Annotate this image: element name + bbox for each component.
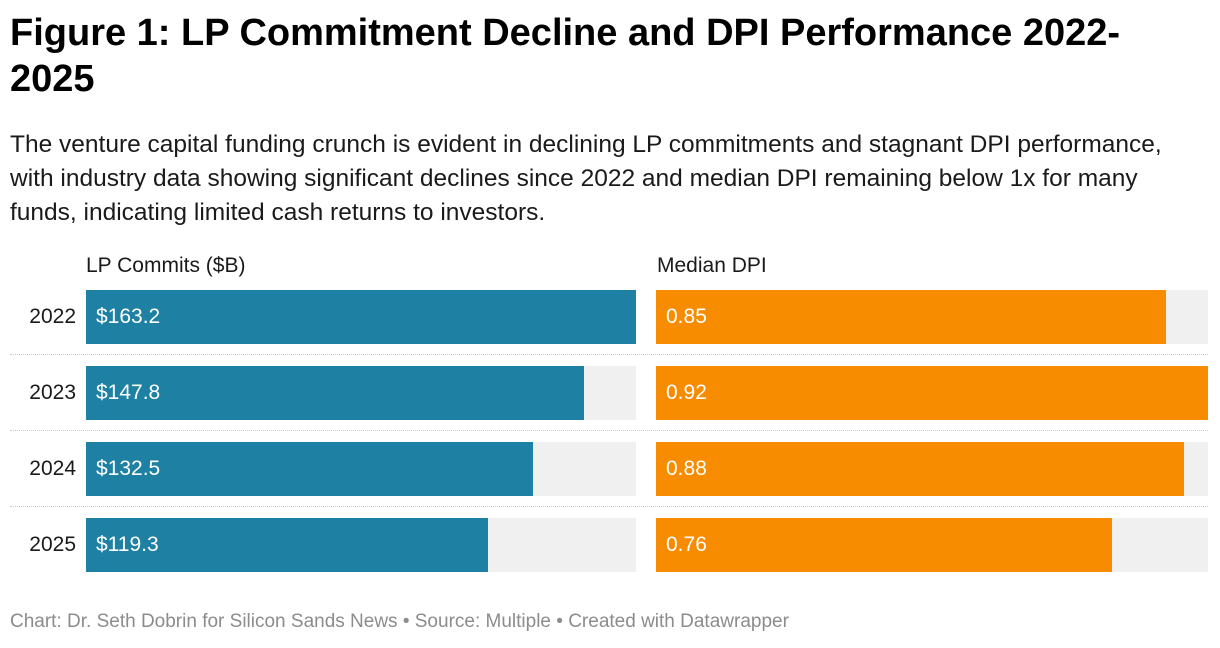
median-dpi-value-label-2025: 0.76 <box>666 533 707 556</box>
lp-commits-value-label-2025: $119.3 <box>96 533 159 556</box>
row-label-2022: 2022 <box>29 305 76 328</box>
median-dpi-value-label-2022: 0.85 <box>666 305 707 328</box>
median-dpi-track-2022: 0.85 <box>656 290 1208 344</box>
lp-commits-track-2022: $163.2 <box>86 290 636 344</box>
lp-commits-value-label-2023: $147.8 <box>96 381 161 404</box>
median-dpi-track-2025: 0.76 <box>656 518 1208 572</box>
lp-commits-bar-2024: $132.5 <box>86 442 533 496</box>
row-label-2025: 2025 <box>29 533 76 556</box>
median-dpi-track-2023: 0.92 <box>656 366 1208 420</box>
lp-commits-value-label-2022: $163.2 <box>96 305 161 328</box>
chart-footer: Chart: Dr. Seth Dobrin for Silicon Sands… <box>10 611 789 632</box>
row-label-2024: 2024 <box>29 457 76 480</box>
median-dpi-column-header: Median DPI <box>657 254 767 277</box>
lp-commits-bar-2022: $163.2 <box>86 290 636 344</box>
chart-title: Figure 1: LP Commitment Decline and DPI … <box>10 12 1121 100</box>
lp-commits-track-2023: $147.8 <box>86 366 636 420</box>
lp-commits-track-2024: $132.5 <box>86 442 636 496</box>
lp-commits-bar-2023: $147.8 <box>86 366 584 420</box>
row-label-2023: 2023 <box>29 381 76 404</box>
lp-commits-track-2025: $119.3 <box>86 518 636 572</box>
lp-commits-value-label-2024: $132.5 <box>96 457 161 480</box>
median-dpi-bar-2022: 0.85 <box>656 290 1166 344</box>
median-dpi-bar-2024: 0.88 <box>656 442 1184 496</box>
median-dpi-value-label-2024: 0.88 <box>666 457 707 480</box>
row-divider <box>10 354 1208 355</box>
median-dpi-value-label-2023: 0.92 <box>666 381 707 404</box>
median-dpi-track-2024: 0.88 <box>656 442 1208 496</box>
lp-commits-bar-2025: $119.3 <box>86 518 488 572</box>
median-dpi-bar-2025: 0.76 <box>656 518 1112 572</box>
row-divider <box>10 430 1208 431</box>
chart-subtitle: The venture capital funding crunch is ev… <box>10 131 1162 226</box>
lp-commits-column-header: LP Commits ($B) <box>86 254 246 277</box>
median-dpi-bar-2023: 0.92 <box>656 366 1208 420</box>
row-divider <box>10 506 1208 507</box>
